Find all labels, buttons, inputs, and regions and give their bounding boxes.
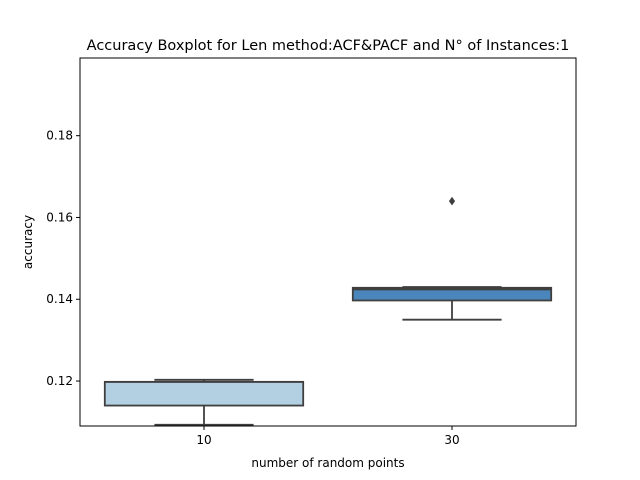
y-axis: 0.12 0.14 0.16 0.18: [46, 129, 80, 388]
box-iqr: [351, 286, 553, 302]
axes-frame: [79, 57, 577, 427]
outlier-point: [448, 196, 456, 206]
box-group-30: [351, 196, 553, 321]
plot-area: [103, 196, 553, 426]
y-axis-label: accuracy: [21, 215, 35, 269]
x-axis: 10 30: [196, 426, 460, 447]
y-tick-label: 0.18: [46, 129, 73, 143]
y-tick-label: 0.14: [46, 292, 73, 306]
box-group-10: [103, 378, 305, 426]
y-tick-label: 0.12: [46, 374, 73, 388]
y-tick-label: 0.16: [46, 210, 73, 224]
chart-title: Accuracy Boxplot for Len method:ACF&PACF…: [87, 38, 570, 54]
x-axis-label: number of random points: [251, 456, 404, 470]
box-iqr: [103, 380, 305, 407]
x-tick-label: 30: [444, 433, 459, 447]
x-tick-label: 10: [196, 433, 211, 447]
